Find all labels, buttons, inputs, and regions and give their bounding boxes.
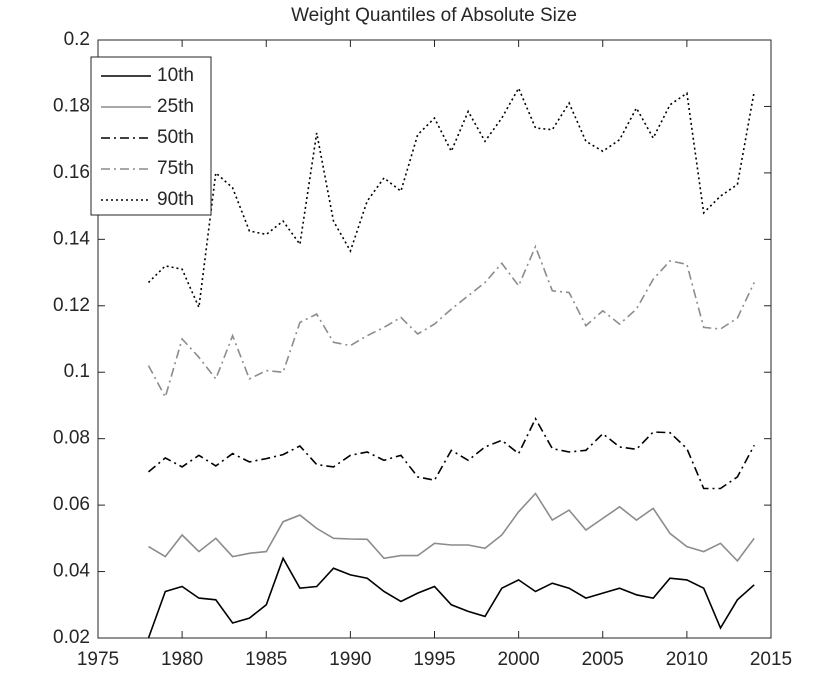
x-tick-label: 1990: [329, 649, 371, 670]
x-tick-label: 1975: [77, 649, 119, 670]
y-tick-label: 0.02: [53, 627, 90, 648]
y-tick-label: 0.08: [53, 428, 90, 449]
legend-label: 10th: [157, 65, 194, 86]
legend-box: [90, 56, 212, 216]
y-tick-label: 0.14: [53, 228, 90, 249]
series-line: [147, 86, 755, 311]
chart-title: Weight Quantiles of Absolute Size: [291, 5, 577, 26]
legend-label: 25th: [157, 96, 194, 117]
y-tick-label: 0.12: [53, 295, 90, 316]
y-tick-label: 0.2: [64, 29, 90, 50]
x-tick-label: 2000: [497, 649, 539, 670]
x-tick-label: 1985: [245, 649, 287, 670]
y-tick-label: 0.16: [53, 162, 90, 183]
x-tick-label: 1980: [161, 649, 203, 670]
legend-label: 90th: [157, 189, 194, 210]
y-tick-label: 0.04: [53, 561, 90, 582]
plot-frame: [97, 39, 772, 639]
x-tick-label: 2015: [750, 649, 792, 670]
series-line: [147, 556, 755, 639]
series-line: [148, 492, 755, 563]
legend-label: 75th: [157, 158, 194, 179]
y-tick-label: 0.06: [53, 494, 90, 515]
y-tick-label: 0.18: [53, 95, 90, 116]
series-line: [147, 244, 755, 400]
x-tick-label: 2005: [582, 649, 624, 670]
legend-label: 50th: [157, 127, 194, 148]
x-tick-label: 2010: [666, 649, 708, 670]
series-line: [147, 416, 755, 490]
y-tick-label: 0.1: [64, 361, 90, 382]
x-tick-label: 1995: [413, 649, 455, 670]
